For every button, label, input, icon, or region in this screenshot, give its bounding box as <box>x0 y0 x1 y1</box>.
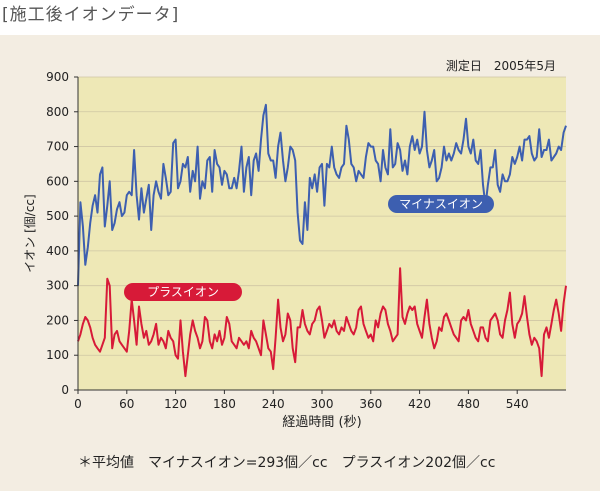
y-tick-label: 400 <box>46 244 69 258</box>
x-tick-label: 300 <box>311 397 334 411</box>
y-tick-label: 200 <box>46 313 69 327</box>
legend-minus-label: マイナスイオン <box>399 197 483 211</box>
x-tick-label: 540 <box>506 397 529 411</box>
x-axis-label: 経過時間 (秒) <box>282 415 361 430</box>
y-tick-label: 900 <box>46 70 69 84</box>
average-footnote: ＊平均値 マイナスイオン=293個／cc プラスイオン202個／cc <box>78 455 496 471</box>
x-tick-label: 0 <box>74 397 82 411</box>
legend-plus-ion: プラスイオン <box>124 283 242 301</box>
y-axis-label: イオン [個/cc] <box>23 194 37 272</box>
x-tick-label: 120 <box>164 397 187 411</box>
legend-plus-label: プラスイオン <box>147 285 219 299</box>
plus-ion-series-line <box>77 267 567 378</box>
y-tick-label: 300 <box>46 279 69 293</box>
x-tick-label: 480 <box>457 397 480 411</box>
legend-plus-badge <box>124 283 242 301</box>
x-tick-label: 240 <box>262 397 285 411</box>
legend-minus-badge <box>388 195 494 213</box>
y-tick-label: 500 <box>46 209 69 223</box>
x-tick-label: 420 <box>408 397 431 411</box>
y-tick-label: 0 <box>61 383 69 397</box>
chart-panel: 0 60 120 180 240 300 360 420 480 540 0 100 200 300 40… <box>0 35 600 491</box>
y-tick-label: 700 <box>46 140 69 154</box>
y-tick-label: 800 <box>46 105 69 119</box>
measured-date-label: 測定日 2005年5月 <box>446 58 556 73</box>
x-tick-label: 60 <box>119 397 134 411</box>
y-tick-label: 100 <box>46 348 69 362</box>
page-heading: [施工後イオンデータ] <box>2 5 180 25</box>
x-tick-labels: 0 60 120 180 240 300 360 420 480 540 <box>74 390 529 411</box>
legend-minus-ion: マイナスイオン <box>388 195 494 213</box>
y-tick-label: 600 <box>46 174 69 188</box>
y-tick-labels: 0 100 200 300 400 500 600 700 800 900 <box>46 70 78 397</box>
x-tick-label: 360 <box>359 397 382 411</box>
ion-line-chart: 0 60 120 180 240 300 360 420 480 540 0 100 200 300 40… <box>23 58 567 430</box>
x-tick-label: 180 <box>213 397 236 411</box>
